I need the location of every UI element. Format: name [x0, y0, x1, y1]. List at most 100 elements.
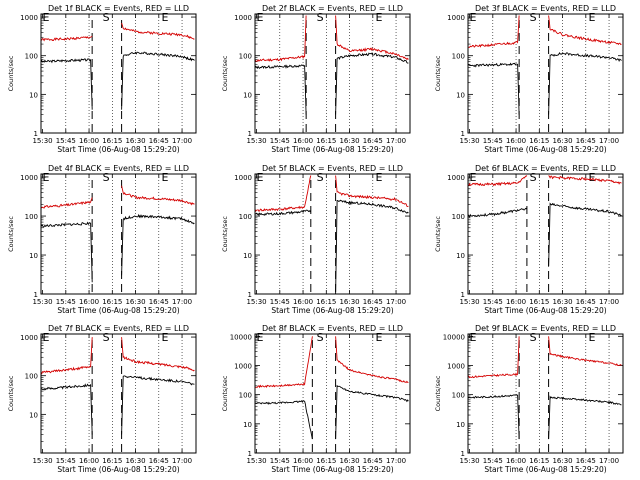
y-tick-label: 1000 [20, 334, 38, 342]
x-tick-label: 15:45 [270, 137, 290, 145]
panel-title: Det 1f BLACK = Events, RED = LLD [48, 4, 189, 13]
x-tick-label: 15:45 [56, 457, 76, 465]
x-axis-label: Start Time (06-Aug-08 15:29:20) [271, 306, 393, 315]
x-tick-label: 16:15 [102, 137, 122, 145]
x-tick-label: 15:45 [270, 457, 290, 465]
events-series-4 [548, 52, 622, 115]
lld-series-1 [468, 15, 520, 48]
y-tick-label: 10 [29, 411, 38, 419]
y-tick-label: 10 [29, 91, 38, 99]
marker-s: S [530, 171, 537, 184]
y-tick-label: 100 [25, 53, 38, 61]
x-tick-label: 15:45 [56, 137, 76, 145]
marker-e-start: E [257, 11, 264, 24]
y-tick-label: 100 [452, 213, 465, 221]
x-tick-label: 16:45 [363, 137, 383, 145]
y-tick-label: 1 [461, 130, 465, 138]
panel-3: Det 3f BLACK = Events, RED = LLD 15:30 15:… [434, 4, 624, 154]
x-tick-label: 15:30 [32, 298, 52, 306]
x-tick-label: 16:30 [552, 457, 572, 465]
x-tick-label: 16:15 [529, 298, 549, 306]
x-axis-label: Start Time (06-Aug-08 15:29:20) [271, 465, 393, 474]
y-tick-label: 10 [29, 252, 38, 260]
plot-frame [254, 173, 411, 295]
x-tick-label: 17:00 [386, 457, 406, 465]
marker-e: E [162, 331, 169, 344]
x-tick-label: 15:30 [246, 457, 266, 465]
lld-series-1 [255, 336, 313, 389]
lld-series-1 [467, 175, 528, 187]
y-axis-label: Counts/sec [221, 216, 229, 252]
x-tick-label: 15:30 [459, 137, 479, 145]
x-axis-label: Start Time (06-Aug-08 15:29:20) [57, 465, 179, 474]
y-tick-label: 1 [248, 450, 252, 458]
y-tick-label: 10000 [230, 333, 252, 341]
marker-e-start: E [257, 331, 264, 344]
y-axis-label: Counts/sec [7, 55, 15, 91]
x-axis-label: Start Time (06-Aug-08 15:29:20) [57, 145, 179, 154]
y-tick-label: 1000 [447, 362, 465, 370]
y-tick-label: 1000 [447, 174, 465, 182]
panel-title: Det 2f BLACK = Events, RED = LLD [262, 4, 403, 13]
marker-e: E [162, 171, 169, 184]
x-tick-label: 15:30 [459, 298, 479, 306]
y-tick-label: 100 [25, 373, 38, 381]
y-tick-label: 1 [461, 291, 465, 299]
y-axis-label: Counts/sec [221, 55, 229, 91]
x-tick-label: 17:00 [172, 457, 192, 465]
x-tick-label: 16:30 [339, 137, 359, 145]
x-tick-label: 16:15 [316, 137, 336, 145]
events-series-3 [40, 221, 93, 283]
x-tick-label: 15:30 [246, 137, 266, 145]
x-tick-label: 16:45 [363, 298, 383, 306]
y-tick-label: 100 [239, 392, 252, 400]
panel-title: Det 7f BLACK = Events, RED = LLD [48, 324, 189, 333]
events-series-4 [335, 52, 409, 115]
lld-series-2 [335, 15, 409, 61]
marker-e-start: E [257, 171, 264, 184]
x-tick-label: 16:45 [576, 298, 596, 306]
lld-series-1 [254, 175, 312, 212]
y-tick-label: 10000 [443, 333, 465, 341]
marker-e-start: E [43, 11, 50, 24]
marker-e-start: E [470, 171, 477, 184]
marker-e-start: E [43, 331, 50, 344]
plot-frame [254, 13, 411, 134]
lld-series-2 [335, 175, 409, 207]
x-tick-label: 17:00 [386, 298, 406, 306]
marker-e: E [376, 11, 383, 24]
x-tick-label: 16:00 [506, 457, 526, 465]
marker-e-start: E [43, 171, 50, 184]
y-tick-label: 1 [248, 291, 252, 299]
panel-9: Det 9f BLACK = Events, RED = LLD 15:30 15:… [434, 324, 624, 474]
y-tick-label: 1000 [234, 362, 252, 370]
events-series-4 [121, 213, 195, 276]
events-series-4 [335, 199, 409, 295]
lld-series-2 [121, 22, 195, 40]
y-tick-label: 100 [239, 213, 252, 221]
y-tick-label: 100 [25, 213, 38, 221]
lld-series-1 [40, 35, 93, 42]
events-series-3 [467, 394, 520, 440]
plot-frame [40, 13, 197, 134]
lld-series-1 [40, 337, 93, 375]
panel-7: Det 7f BLACK = Events, RED = LLD 15:30 15:… [7, 324, 197, 474]
events-series-3 [467, 207, 528, 218]
x-tick-label: 15:30 [32, 457, 52, 465]
x-axis-label: Start Time (06-Aug-08 15:29:20) [57, 306, 179, 315]
x-tick-label: 16:00 [506, 298, 526, 306]
y-tick-label: 10 [243, 421, 252, 429]
x-tick-label: 15:30 [246, 298, 266, 306]
x-tick-label: 16:30 [125, 137, 145, 145]
marker-e: E [589, 11, 596, 24]
y-axis-label: Counts/sec [221, 375, 229, 411]
y-tick-label: 1000 [20, 174, 38, 182]
x-tick-label: 16:30 [125, 298, 145, 306]
x-tick-label: 15:30 [459, 457, 479, 465]
panel-title: Det 8f BLACK = Events, RED = LLD [262, 324, 403, 333]
y-tick-label: 1000 [234, 174, 252, 182]
x-tick-label: 16:15 [316, 298, 336, 306]
x-tick-label: 15:45 [56, 298, 76, 306]
lld-series-1 [40, 197, 93, 209]
